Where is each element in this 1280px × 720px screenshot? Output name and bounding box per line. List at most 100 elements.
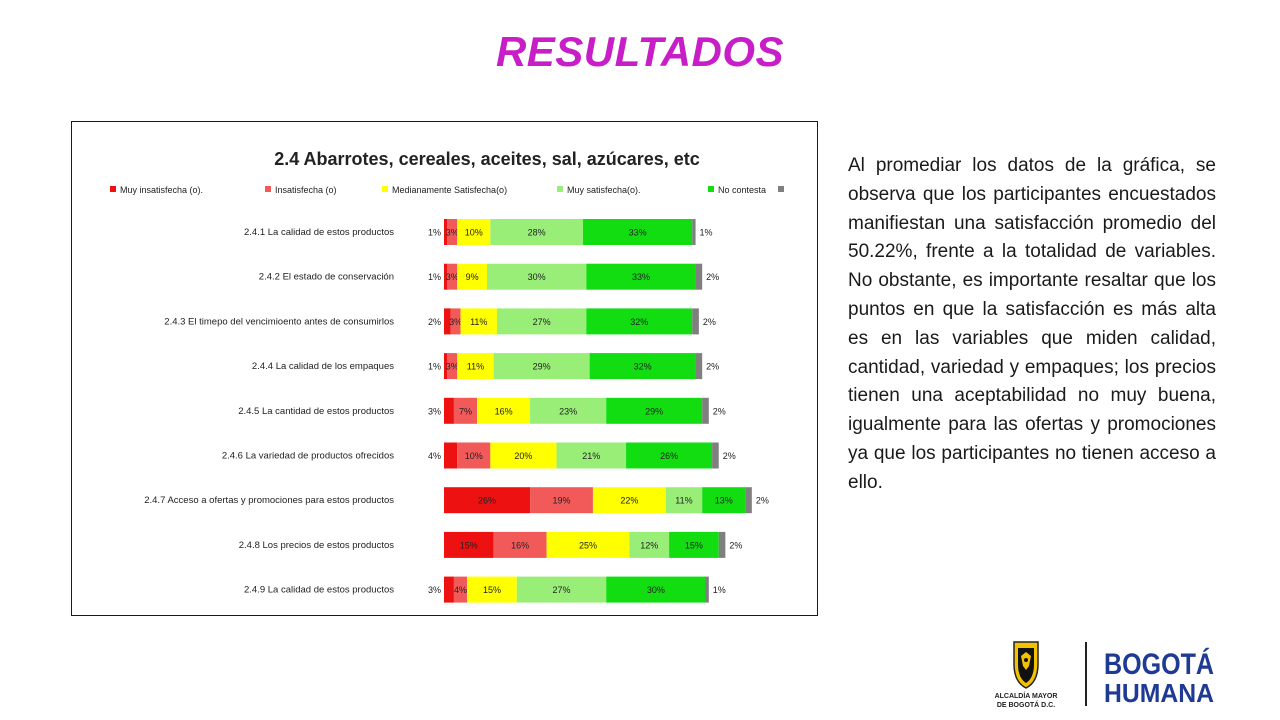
data-label: 20% xyxy=(514,451,532,461)
bar-segment xyxy=(444,263,448,290)
data-label: 2% xyxy=(723,451,736,461)
data-label: 26% xyxy=(478,496,496,506)
bar-segment xyxy=(702,397,709,424)
data-label: 9% xyxy=(466,272,479,282)
data-label: 22% xyxy=(620,496,638,506)
data-label: 11% xyxy=(467,362,484,372)
category-label-9: 2.4.9 La calidad de estos productos xyxy=(244,585,394,596)
data-label: 28% xyxy=(528,228,546,238)
bar-segment xyxy=(606,576,706,603)
data-label: 3% xyxy=(428,585,441,595)
seal-text-line2: DE BOGOTÁ D.C. xyxy=(997,700,1055,709)
data-label: 12% xyxy=(640,540,658,550)
bar-segment xyxy=(702,487,746,514)
bar-segment xyxy=(718,531,726,558)
bar-segment xyxy=(629,531,670,558)
category-label-4: 2.4.4 La calidad de los empaques xyxy=(252,361,394,372)
bar-segment xyxy=(669,531,719,558)
bar-segment xyxy=(444,487,531,514)
data-label: 21% xyxy=(582,451,600,461)
category-label-7: 2.4.7 Acceso a ofertas y promociones par… xyxy=(144,495,394,506)
bar-segment xyxy=(712,442,719,469)
data-label: 15% xyxy=(460,540,478,550)
page-title: RESULTADOS xyxy=(495,28,785,75)
legend-label-2: Insatisfecha (o) xyxy=(275,185,337,195)
legend-swatch-5 xyxy=(708,186,714,192)
data-label: 23% xyxy=(559,406,577,416)
bar-segment xyxy=(626,442,713,469)
data-label: 16% xyxy=(511,540,529,550)
data-label: 33% xyxy=(632,272,650,282)
legend-swatch-4 xyxy=(557,186,563,192)
data-label: 1% xyxy=(428,272,441,282)
bar-segment xyxy=(583,219,693,245)
bar-segment xyxy=(695,353,703,380)
seal-text-line1: ALCALDÍA MAYOR xyxy=(995,691,1058,700)
bar-segment xyxy=(457,263,488,290)
data-label: 1% xyxy=(700,228,713,238)
bar-segment xyxy=(546,531,630,558)
legend-swatch-2 xyxy=(265,186,271,192)
data-label: 3% xyxy=(428,406,441,416)
chart-frame: 2.4 Abarrotes, cereales, aceites, sal, a… xyxy=(71,121,818,616)
bar-segment xyxy=(665,487,703,514)
data-label: 4% xyxy=(454,585,467,595)
data-label: 2% xyxy=(729,540,742,550)
data-label: 3% xyxy=(446,272,459,282)
summary-paragraph: Al promediar los datos de la gráfica, se… xyxy=(848,155,1216,493)
bar-segment xyxy=(496,308,587,335)
bar-segment xyxy=(447,263,458,290)
bar-segment xyxy=(493,353,590,380)
data-label: 10% xyxy=(465,228,483,238)
data-label: 4% xyxy=(428,451,441,461)
legend-swatch-6 xyxy=(778,186,784,192)
category-label-2: 2.4.2 El estado de conservación xyxy=(259,272,394,283)
legend-label-3: Medianamente Satisfecha(o) xyxy=(392,185,507,195)
data-label: 3% xyxy=(449,317,462,327)
data-label: 13% xyxy=(715,496,733,506)
data-label: 11% xyxy=(675,496,692,506)
bar-segment xyxy=(450,308,461,335)
legend-label-5: No contesta xyxy=(718,185,766,195)
bar-segment xyxy=(444,353,448,380)
bar-segment xyxy=(487,263,587,290)
data-label: 2% xyxy=(756,496,769,506)
bar-segment xyxy=(457,353,494,380)
category-label-8: 2.4.8 Los precios de estos productos xyxy=(239,540,395,551)
bar-segment xyxy=(444,442,458,469)
legend-swatch-3 xyxy=(382,186,388,192)
bar-segment xyxy=(444,219,448,245)
bar-segment xyxy=(453,576,468,603)
data-label: 16% xyxy=(495,406,513,416)
category-label-5: 2.4.5 La cantidad de estos productos xyxy=(238,406,394,417)
bar-segment xyxy=(556,442,627,469)
bar-segment xyxy=(530,487,593,514)
data-label: 25% xyxy=(579,540,597,550)
bar-segment xyxy=(692,308,699,335)
bar-segment xyxy=(444,576,454,603)
alcaldia-logo: ALCALDÍA MAYOR DE BOGOTÁ D.C. BOGOTÁ HUM… xyxy=(990,640,1220,712)
data-label: 32% xyxy=(634,362,652,372)
bar-segment xyxy=(586,308,693,335)
brand-line1: BOGOTÁ xyxy=(1104,647,1214,681)
category-label-1: 2.4.1 La calidad de estos productos xyxy=(244,227,394,238)
data-label: 33% xyxy=(629,228,647,238)
bar-segment xyxy=(444,531,494,558)
brand-line2: HUMANA xyxy=(1104,678,1214,708)
data-label: 15% xyxy=(483,585,501,595)
bar-segment xyxy=(467,576,517,603)
bar-segment xyxy=(493,531,547,558)
data-label: 2% xyxy=(706,272,719,282)
logo-graphic: ALCALDÍA MAYOR DE BOGOTÁ D.C. BOGOTÁ HUM… xyxy=(995,641,1214,709)
bar-segment xyxy=(460,308,497,335)
data-label: 27% xyxy=(533,317,551,327)
bar-segment xyxy=(530,397,607,424)
legend-swatch-1 xyxy=(110,186,116,192)
bar-segment xyxy=(477,397,531,424)
bar-segment xyxy=(490,219,584,245)
data-label: 26% xyxy=(660,451,678,461)
data-label: 29% xyxy=(533,362,551,372)
data-label: 1% xyxy=(428,362,441,372)
bar-segment xyxy=(745,487,752,514)
legend-label-1: Muy insatisfecha (o). xyxy=(120,185,203,195)
